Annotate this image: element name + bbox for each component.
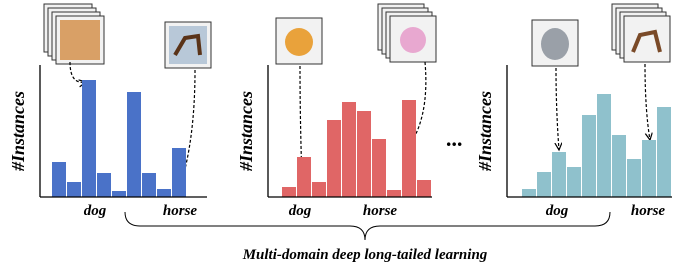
bar [387,190,401,197]
bar [97,173,111,197]
bar [537,172,551,197]
bar [67,182,81,197]
bar [612,135,626,197]
arrow [70,62,86,82]
bar [282,187,296,197]
bar [82,80,96,197]
figure: ... Multi-domain deep long-tailed learni… [0,0,683,264]
bar [357,111,371,197]
y-axis-label: #Instances [236,91,256,172]
bar [597,94,611,197]
bar [642,140,656,197]
bar [567,167,581,197]
image [165,22,211,68]
bar [172,148,186,197]
bar [402,100,416,197]
bar [52,162,66,197]
bar [627,159,641,197]
bar [522,189,536,197]
bar [372,139,386,197]
bar [297,157,311,197]
bar [327,120,341,197]
y-axis-label: #Instances [475,91,495,172]
x-label: dog [546,203,569,219]
y-axis-label: #Instances [8,91,28,172]
ellipsis: ... [447,126,464,151]
image-stack [44,4,104,64]
bar [582,115,596,197]
image [532,20,578,66]
bar [127,92,141,197]
x-label: horse [631,203,666,219]
bar [342,102,356,197]
arrow [645,64,650,140]
bar [552,152,566,197]
image-stack [612,4,670,62]
x-label: horse [163,203,198,219]
image-stack [378,4,436,62]
bar [417,180,431,197]
bar [312,182,326,197]
x-label: dog [289,203,312,219]
image [276,18,322,64]
bar [657,107,671,197]
bar [157,189,171,197]
caption: Multi-domain deep long-tailed learning [242,247,488,263]
x-label: dog [84,203,107,219]
arrow [556,68,559,150]
x-label: horse [363,203,398,219]
bar [142,173,156,197]
bar [112,191,126,197]
